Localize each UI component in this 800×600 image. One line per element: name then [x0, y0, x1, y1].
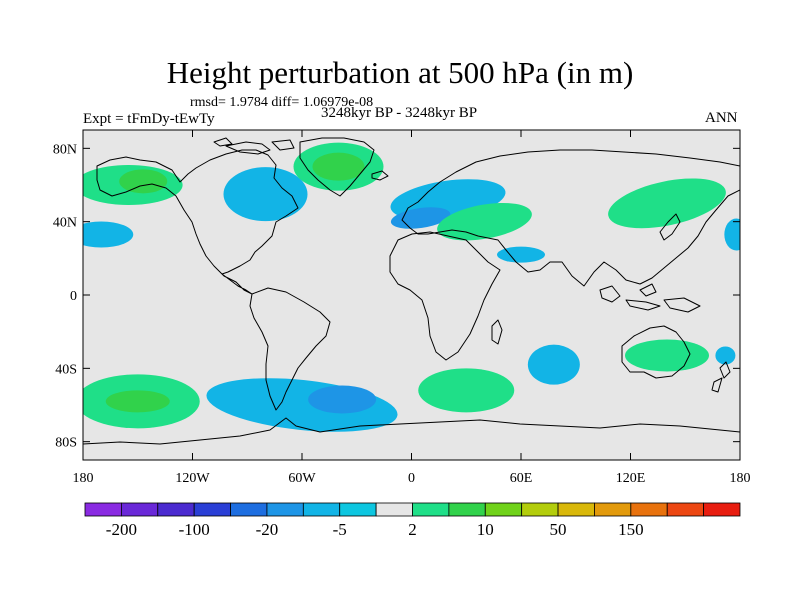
- colorbar-label: -200: [106, 520, 137, 539]
- coast-new-zealand: [711, 361, 731, 393]
- x-tick-label: 120W: [175, 471, 210, 486]
- colorbar-swatch: [630, 502, 668, 517]
- colorbar-swatch: [557, 502, 595, 517]
- colorbar-swatch: [230, 502, 268, 517]
- anomaly-region-negative: [223, 167, 308, 222]
- colorbar-swatch: [339, 502, 377, 517]
- anomaly-fields: [83, 142, 740, 432]
- colorbar-swatch: [375, 502, 413, 517]
- map-axes: 180 120W 60W 0 60E 120E 180 80N 40N 0 40S 80S: [53, 130, 751, 486]
- y-tick-label: 80N: [53, 142, 77, 157]
- y-tick-label: 80S: [55, 436, 77, 451]
- coastlines: [83, 137, 740, 445]
- coast-japan: [659, 213, 681, 241]
- colorbar-label: -5: [333, 520, 347, 539]
- coast-north-america: [96, 149, 299, 295]
- x-tick-label: 60W: [288, 471, 316, 486]
- colorbar-swatch: [521, 502, 559, 517]
- coast-greenland: [299, 137, 375, 197]
- colorbar-swatch: [302, 502, 341, 517]
- rmsd-stats: rmsd= 1.9784 diff= 1.06979e-08: [190, 95, 374, 110]
- anomaly-region-positive: [418, 368, 515, 413]
- colorbar-label: -100: [179, 520, 210, 539]
- coast-arctic-islands: [213, 137, 295, 155]
- coast-africa: [389, 231, 501, 361]
- anomaly-region-positive: [312, 152, 365, 181]
- colorbar: -200 -100 -20 -5 2 10 50 150: [84, 502, 741, 539]
- anomaly-region-positive: [119, 169, 168, 194]
- map-title: Height perturbation at 500 hPa (in m): [166, 55, 634, 90]
- experiment-label: Expt = tFmDy-tEwTy: [83, 111, 215, 127]
- colorbar-label: -20: [256, 520, 279, 539]
- anomaly-region-negative: [83, 221, 134, 248]
- anomaly-region-positive: [608, 178, 726, 229]
- anomaly-region-negative: [308, 385, 377, 414]
- colorbar-swatch: [157, 502, 195, 517]
- coast-madagascar: [491, 319, 503, 345]
- coast-south-america: [249, 287, 331, 411]
- colorbar-swatch: [666, 502, 705, 517]
- coast-antarctica: [83, 417, 740, 445]
- x-tick-label: 180: [730, 471, 751, 486]
- anomaly-region-negative: [527, 344, 580, 385]
- anomaly-region-negative: [497, 246, 545, 263]
- x-tick-label: 60E: [510, 471, 533, 486]
- coast-australia: [621, 325, 691, 379]
- coast-maritime-continent: [599, 283, 701, 313]
- colorbar-swatch: [448, 502, 486, 517]
- season-label: ANN: [705, 110, 738, 126]
- coast-iceland: [371, 170, 389, 181]
- colorbar-label: 150: [618, 520, 644, 539]
- colorbar-swatch: [84, 502, 122, 517]
- colorbar-label: 50: [550, 520, 567, 539]
- colorbar-swatch: [266, 502, 304, 517]
- period-label: 3248kyr BP - 3248kyr BP: [321, 105, 478, 121]
- colorbar-swatch: [193, 502, 231, 517]
- x-tick-label: 180: [73, 471, 94, 486]
- colorbar-swatch: [120, 502, 159, 517]
- colorbar-swatch: [412, 502, 450, 517]
- colorbar-swatch: [594, 502, 632, 517]
- y-tick-label: 0: [70, 289, 77, 304]
- y-tick-label: 40N: [53, 216, 77, 231]
- coast-eurasia: [401, 149, 740, 287]
- colorbar-label: 10: [477, 520, 494, 539]
- colorbar-swatch: [484, 502, 523, 517]
- y-tick-label: 40S: [55, 362, 77, 377]
- anomaly-region-negative: [715, 346, 736, 365]
- anomaly-region-positive: [105, 390, 170, 413]
- colorbar-label: 2: [408, 520, 417, 539]
- anomaly-region-positive: [625, 339, 709, 372]
- x-tick-label: 120E: [616, 471, 646, 486]
- colorbar-swatch: [703, 502, 741, 517]
- x-tick-label: 0: [408, 471, 415, 486]
- anomaly-region-negative: [724, 218, 740, 251]
